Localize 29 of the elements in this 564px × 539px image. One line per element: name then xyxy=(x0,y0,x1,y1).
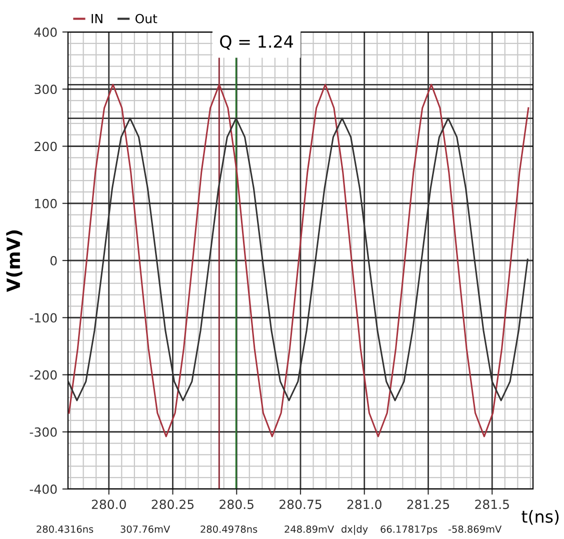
text: 248.89mV xyxy=(284,525,334,533)
x-tick-label: 280.5 xyxy=(220,500,254,510)
x-tick-label: 280.75 xyxy=(280,500,322,510)
x-tick-label: 280.0 xyxy=(92,500,126,510)
text: 280.4316ns xyxy=(36,525,94,533)
y-tick-label: 200 xyxy=(34,142,57,152)
annotation: Q = 1.24 xyxy=(220,35,294,50)
y-tick-label: -300 xyxy=(30,427,57,437)
x-tick-label: 280.25 xyxy=(152,500,194,510)
y-tick-label: -200 xyxy=(30,370,57,380)
text: 66.17817ps xyxy=(380,525,438,535)
x-tick-label: 281.5 xyxy=(475,500,509,510)
legend-label: Out xyxy=(135,14,158,24)
line-series xyxy=(68,84,530,438)
y-tick-label: -400 xyxy=(30,484,57,494)
x-tick-label: 281.25 xyxy=(407,500,450,510)
legend-label: IN xyxy=(92,14,102,24)
text: -58.869mV xyxy=(448,525,502,533)
text: 280.4978ns xyxy=(200,525,258,533)
y-tick-label: 0 xyxy=(50,256,57,266)
y-tick-label: -100 xyxy=(30,313,57,323)
y-tick-label: 100 xyxy=(35,198,57,208)
text: dx|dy xyxy=(342,525,368,535)
y-axis-title: V(mV) xyxy=(6,230,22,292)
y-tick-label: 300 xyxy=(34,84,57,94)
y-tick-label: 400 xyxy=(34,27,57,37)
x-tick-label: 281.0 xyxy=(347,500,382,510)
text: 307.76mV xyxy=(120,525,170,533)
x-axis-title: t(ns) xyxy=(522,510,559,525)
